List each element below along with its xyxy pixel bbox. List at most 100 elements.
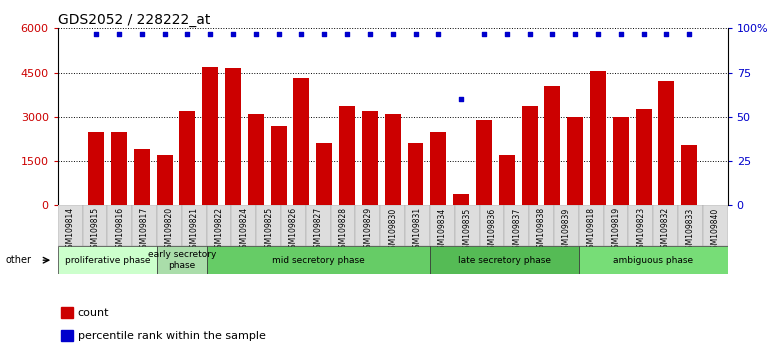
Point [683, 31, 695, 36]
Bar [179, 111, 196, 205]
Point [569, 31, 581, 36]
Text: GSM109836: GSM109836 [487, 207, 497, 253]
Bar [430, 205, 455, 246]
Bar [306, 205, 330, 246]
Bar [407, 143, 424, 205]
Bar [681, 145, 697, 205]
Text: GSM109818: GSM109818 [587, 207, 596, 253]
Text: GSM109837: GSM109837 [512, 207, 521, 253]
Bar [156, 155, 172, 205]
Point [318, 31, 330, 36]
Bar [453, 194, 469, 205]
Bar [678, 205, 703, 246]
Text: GSM109826: GSM109826 [289, 207, 298, 253]
Bar [480, 205, 504, 246]
Bar [604, 205, 628, 246]
Bar [281, 205, 306, 246]
Bar [330, 205, 356, 246]
Bar [455, 205, 480, 246]
Bar [635, 109, 651, 205]
Bar [157, 205, 182, 246]
Text: GSM109814: GSM109814 [65, 207, 75, 253]
Text: GSM109825: GSM109825 [264, 207, 273, 253]
Point [592, 31, 604, 36]
Point [273, 31, 285, 36]
Bar [430, 132, 447, 205]
Bar [134, 149, 150, 205]
Text: GSM109815: GSM109815 [90, 207, 99, 253]
Bar [89, 132, 104, 205]
Point [159, 31, 171, 36]
Point [296, 31, 308, 36]
Bar [203, 67, 218, 205]
Text: GSM109840: GSM109840 [711, 207, 720, 253]
Bar [554, 205, 579, 246]
Text: GSM109824: GSM109824 [239, 207, 249, 253]
Bar [521, 107, 537, 205]
Bar [499, 155, 514, 205]
Point [477, 31, 490, 36]
Bar [628, 205, 653, 246]
Text: count: count [78, 308, 109, 318]
Text: proliferative phase: proliferative phase [65, 256, 150, 265]
Bar [256, 205, 281, 246]
Point [204, 31, 216, 36]
Point [660, 31, 672, 36]
Text: GSM109838: GSM109838 [537, 207, 546, 253]
Bar [476, 120, 492, 205]
Bar [590, 71, 606, 205]
Bar [430, 246, 579, 274]
Point [410, 31, 422, 36]
Point [614, 31, 627, 36]
Text: GSM109829: GSM109829 [363, 207, 373, 253]
Point [387, 31, 399, 36]
Bar [232, 205, 256, 246]
Bar [111, 132, 127, 205]
Text: GSM109832: GSM109832 [661, 207, 670, 253]
Text: other: other [5, 255, 32, 265]
Text: early secretory
phase: early secretory phase [148, 251, 216, 270]
Bar [362, 111, 378, 205]
Bar [385, 114, 400, 205]
Bar [356, 205, 380, 246]
Point [113, 31, 126, 36]
Bar [579, 205, 604, 246]
Point [638, 31, 650, 36]
Bar [58, 205, 82, 246]
Bar [380, 205, 405, 246]
Point [455, 96, 467, 102]
Text: GSM109833: GSM109833 [686, 207, 695, 253]
Point [227, 31, 239, 36]
Bar [107, 205, 132, 246]
Text: GSM109817: GSM109817 [140, 207, 149, 253]
Bar [703, 205, 728, 246]
Text: GSM109819: GSM109819 [611, 207, 621, 253]
Bar [225, 68, 241, 205]
Text: late secretory phase: late secretory phase [458, 256, 551, 265]
Text: GSM109816: GSM109816 [116, 207, 124, 253]
Text: GSM109839: GSM109839 [562, 207, 571, 253]
Bar [58, 246, 157, 274]
Text: GSM109830: GSM109830 [388, 207, 397, 253]
Point [249, 31, 262, 36]
Bar [182, 205, 206, 246]
Point [524, 31, 536, 36]
Bar [567, 117, 583, 205]
Bar [504, 205, 529, 246]
Bar [653, 205, 678, 246]
Point [181, 31, 193, 36]
Bar [206, 205, 232, 246]
Point [341, 31, 353, 36]
Bar [248, 114, 264, 205]
Bar [658, 81, 675, 205]
Bar [61, 307, 73, 318]
Point [432, 31, 444, 36]
Bar [579, 246, 728, 274]
Point [90, 31, 102, 36]
Text: GSM109822: GSM109822 [215, 207, 223, 253]
Bar [206, 246, 430, 274]
Bar [529, 205, 554, 246]
Text: GSM109835: GSM109835 [463, 207, 472, 253]
Text: GSM109834: GSM109834 [438, 207, 447, 253]
Bar [316, 143, 333, 205]
